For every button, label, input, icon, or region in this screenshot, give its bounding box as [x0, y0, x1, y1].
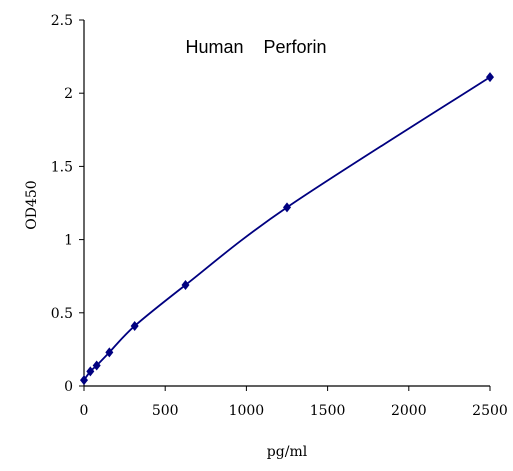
- y-axis-title: OD450: [24, 180, 40, 229]
- data-point-marker: [130, 320, 139, 331]
- y-tick-label: 2: [64, 86, 73, 102]
- x-tick-label: 2000: [391, 403, 427, 419]
- data-point-marker: [80, 375, 88, 386]
- y-tick-label: 1: [64, 233, 73, 249]
- y-axis: 0 0.5 1 1.5 2 2.5: [51, 13, 85, 395]
- x-axis-title: pg/ml: [267, 444, 308, 460]
- x-tick-label: 2500: [472, 403, 508, 419]
- data-point-marker: [486, 72, 494, 83]
- data-point-marker: [181, 279, 190, 290]
- data-point-marker: [86, 366, 95, 377]
- y-tick-label: 2.5: [51, 13, 73, 29]
- data-series: [80, 72, 494, 386]
- data-point-marker: [283, 202, 291, 213]
- x-tick-label: 500: [152, 403, 179, 419]
- y-tick-label: 0.5: [51, 306, 73, 322]
- x-tick-label: 0: [80, 403, 89, 419]
- series-line: [83, 76, 491, 382]
- y-tick-label: 1.5: [51, 159, 73, 175]
- x-axis: 0 500 1000 1500 2000 2500: [80, 385, 508, 419]
- x-tick-label: 1000: [229, 403, 265, 419]
- x-tick-label: 1500: [310, 403, 346, 419]
- chart-title: Human Perforin: [185, 37, 326, 57]
- data-point-marker: [92, 360, 101, 371]
- data-point-marker: [105, 347, 114, 358]
- y-tick-label: 0: [64, 379, 73, 395]
